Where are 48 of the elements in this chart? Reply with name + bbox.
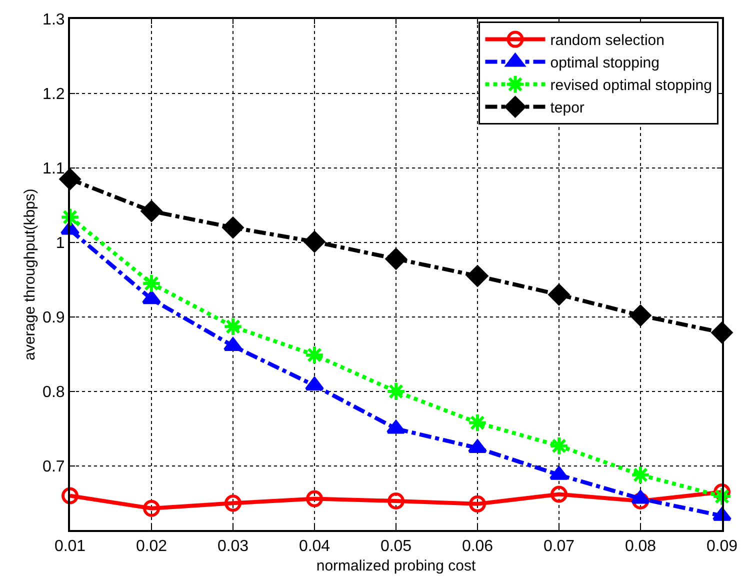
x-tick-label: 0.03: [217, 538, 249, 556]
x-tick-label: 0.09: [706, 538, 738, 556]
point: [142, 274, 162, 294]
point: [549, 436, 569, 456]
x-tick-label: 0.08: [624, 538, 656, 556]
point: [62, 487, 78, 504]
y-tick-label: 1.3: [42, 12, 65, 29]
legend-label: optimal stopping: [550, 54, 660, 72]
point: [466, 265, 488, 287]
point: [468, 412, 488, 433]
x-axis-title: normalized probing cost: [316, 558, 476, 575]
point: [224, 494, 242, 512]
point: [550, 486, 568, 503]
point: [223, 316, 243, 337]
y-tick-label: 1.2: [42, 86, 65, 104]
point: [386, 382, 406, 402]
point: [304, 345, 324, 365]
point: [632, 492, 649, 510]
legend-label: random selection: [550, 32, 664, 50]
point: [712, 486, 732, 506]
point: [388, 492, 404, 510]
y-tick-label: 0.8: [42, 384, 65, 402]
point: [140, 200, 162, 222]
x-tick-label: 0.04: [298, 538, 330, 556]
x-tick-label: 0.02: [136, 538, 168, 556]
y-axis-title: average throughput(kbps): [21, 188, 38, 360]
point: [468, 440, 488, 454]
point: [222, 216, 244, 238]
point: [304, 231, 326, 252]
point: [223, 338, 243, 352]
x-tick-label: 0.06: [462, 538, 494, 556]
y-tick-label: 1: [56, 235, 65, 252]
point: [548, 284, 570, 306]
point: [306, 490, 323, 508]
point: [630, 304, 652, 326]
x-tick-label: 0.01: [54, 538, 86, 556]
y-tick-label: 1.1: [42, 160, 65, 178]
legend-label: revised optimal stopping: [550, 77, 712, 94]
point: [60, 207, 80, 228]
y-tick-label: 0.7: [42, 458, 65, 476]
y-tick-label: 0.9: [42, 310, 65, 327]
legend-label: tepor: [550, 100, 584, 117]
x-tick-label: 0.07: [543, 538, 575, 556]
point: [385, 248, 407, 270]
point: [469, 495, 486, 512]
x-tick-label: 0.05: [380, 538, 412, 556]
point: [630, 464, 650, 485]
point: [143, 500, 160, 517]
